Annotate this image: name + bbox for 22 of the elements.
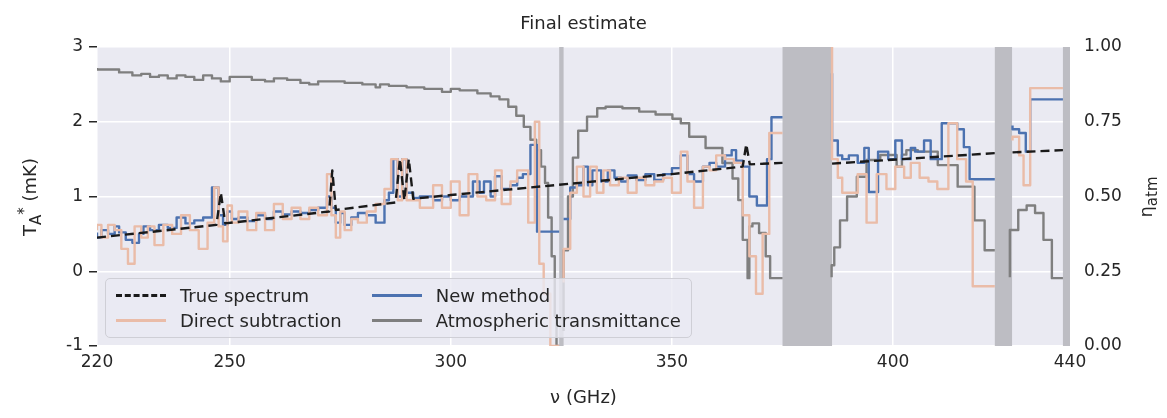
y-tick-label: -1 [66, 334, 83, 355]
x-tick-label: 350 [655, 350, 689, 371]
y2-tick-label: 0.25 [1084, 259, 1122, 280]
legend-label: Atmospheric transmittance [435, 310, 681, 331]
y2-tick-label: 0.75 [1084, 110, 1122, 131]
y2-tick-label: 1.00 [1084, 35, 1122, 56]
x-tick-label: 440 [1053, 350, 1087, 371]
x-tick-label: 300 [434, 350, 468, 371]
y-tick-label: 3 [72, 35, 83, 56]
legend-label: New method [435, 285, 551, 306]
x-tick-label: 250 [213, 350, 246, 371]
y2-tick-label: 0.50 [1084, 184, 1122, 205]
y-tick-label: 0 [72, 259, 83, 280]
legend-label: Direct subtraction [180, 310, 342, 331]
chart-title: Final estimate [520, 12, 647, 33]
y2-tick-label: 0.00 [1084, 334, 1122, 355]
x-tick-label: 400 [876, 350, 910, 371]
y-tick-label: 2 [72, 110, 83, 131]
x-tick-label: 220 [80, 350, 114, 371]
legend-label: True spectrum [180, 285, 310, 306]
x-axis-title: ν (GHz) [550, 386, 617, 407]
y-tick-label: 1 [72, 184, 83, 205]
